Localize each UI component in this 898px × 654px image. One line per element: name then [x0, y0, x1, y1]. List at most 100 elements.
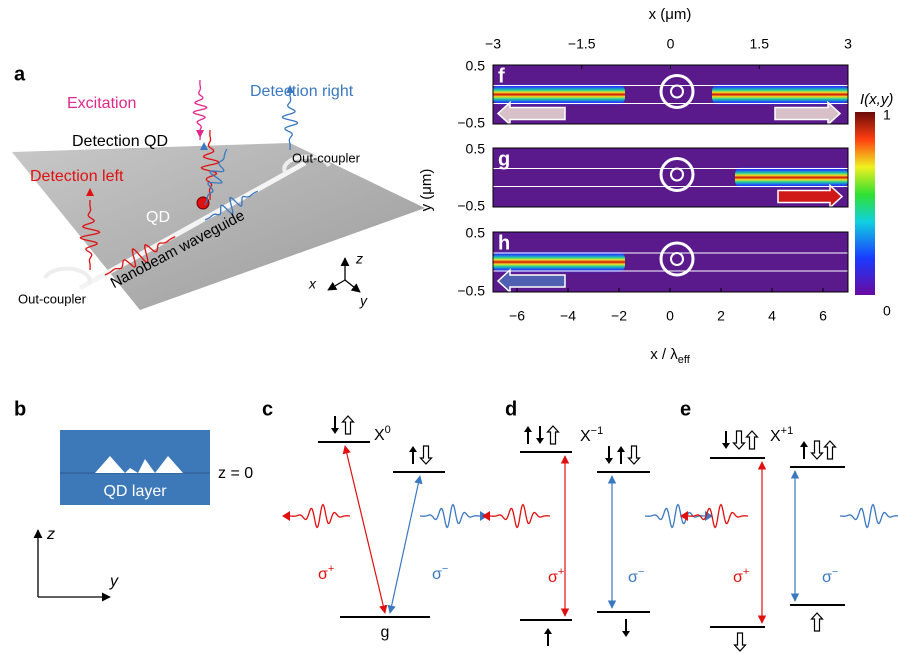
figure: a Excitation Detection right Detection Q…: [0, 0, 898, 654]
spin: [825, 441, 836, 459]
annotation: Detection right: [250, 83, 354, 100]
annotation: Out-coupler: [292, 150, 361, 165]
coupler: [45, 269, 90, 284]
annotation: Excitation: [67, 95, 136, 112]
state: X: [770, 428, 781, 445]
polarization: σ−: [628, 566, 644, 586]
sigma-sup: +: [743, 566, 749, 578]
transition: [345, 446, 385, 613]
panel-label: b: [14, 398, 26, 420]
spin: [524, 426, 532, 432]
bottom-tick-label: −6: [509, 308, 525, 324]
top-tick-label: −3: [485, 36, 501, 52]
axis-label: z: [355, 251, 363, 267]
wave: [290, 505, 350, 528]
annotation: Out-coupler: [18, 291, 87, 306]
y-tick-label: −0.5: [457, 115, 485, 131]
spin: [536, 438, 544, 444]
heatmaps: f0.5−0.5g0.5−0.5h0.5−0.5−3−1.501.53−6−4−…: [457, 36, 852, 324]
panel-label: d: [505, 398, 517, 420]
spin: [617, 446, 625, 452]
state: X: [374, 427, 385, 444]
top-tick-label: 0: [667, 36, 675, 52]
axis-label: y: [359, 293, 368, 309]
annotation: QD layer: [103, 483, 167, 500]
ground-label: g: [381, 624, 390, 641]
state-sup: +1: [781, 425, 794, 437]
state-label: X−1: [580, 425, 603, 445]
top-tick-label: 3: [844, 36, 852, 52]
axis-title: x (μm): [649, 6, 692, 23]
spin: [629, 446, 640, 464]
polarization: σ+: [733, 566, 749, 586]
bottom-tick-label: −4: [560, 308, 576, 324]
page: a Excitation Detection right Detection Q…: [0, 0, 898, 654]
sigma-sup: −: [442, 563, 448, 575]
wave: [490, 505, 550, 528]
sigma-sup: −: [832, 566, 838, 578]
bottom-tick-label: −2: [611, 308, 627, 324]
panel-label: h: [498, 232, 510, 254]
annotation: QD: [146, 209, 170, 226]
colorbar-title: I(x,y): [860, 91, 893, 108]
bottom-tick-label: 4: [768, 308, 776, 324]
spin: [409, 446, 417, 452]
sigma: σ: [318, 566, 328, 583]
panel-label: e: [680, 398, 691, 420]
top-tick-label: −1.5: [568, 36, 596, 52]
bottom-tick-label: 2: [717, 308, 725, 324]
arrowhead: [482, 511, 490, 521]
spin: [735, 633, 746, 651]
y-tick-label: −0.5: [457, 198, 485, 214]
annotation: Detection left: [30, 168, 124, 185]
spin: [622, 631, 630, 637]
colorbar-tick: 0: [883, 303, 891, 319]
axis-label: x: [308, 276, 317, 292]
panel-label: f: [498, 65, 505, 87]
arrowhead: [282, 511, 290, 521]
level-diagrams: cX0σ+σ−gdX−1σ+σ−eX+1σ+σ−: [262, 398, 898, 651]
top-tick-label: 1.5: [750, 36, 770, 52]
sigma: σ: [733, 569, 743, 586]
polarization: σ+: [318, 563, 334, 583]
state: X: [580, 428, 591, 445]
bottom-tick-label: 6: [819, 308, 827, 324]
axis-title-sub: eff: [678, 354, 691, 366]
wave: [840, 505, 898, 528]
spin: [343, 416, 354, 434]
panel-label: g: [498, 148, 510, 170]
spin: [421, 446, 432, 464]
axis-label: z: [46, 526, 55, 543]
axis-title-main: x / λ: [650, 346, 678, 363]
state-sup: 0: [385, 424, 391, 436]
sigma: σ: [432, 566, 442, 583]
spin: [331, 428, 339, 434]
sigma: σ: [628, 569, 638, 586]
mode-band: [735, 167, 848, 189]
mode-band: [493, 251, 625, 273]
annotation: z = 0: [218, 465, 253, 482]
transition: [390, 476, 420, 613]
y-tick-label: 0.5: [466, 58, 486, 74]
sigma-sup: −: [638, 566, 644, 578]
sigma: σ: [548, 569, 558, 586]
polarization: σ−: [432, 563, 448, 583]
axis-label: y: [109, 573, 119, 590]
colorbar-tick: 1: [883, 107, 891, 123]
wave: [420, 505, 480, 528]
panel-label: c: [262, 398, 273, 420]
sigma-sup: +: [328, 563, 334, 575]
polarization: σ−: [822, 566, 838, 586]
colorbar: [855, 112, 875, 295]
sigma: σ: [822, 569, 832, 586]
y-tick-label: 0.5: [466, 141, 486, 157]
polarization: σ+: [548, 566, 564, 586]
state-label: X+1: [770, 425, 793, 445]
mode-band: [493, 84, 625, 106]
y-tick-label: −0.5: [457, 283, 485, 299]
state-sup: −1: [591, 425, 604, 437]
annotation: Detection QD: [72, 133, 168, 150]
spin: [812, 441, 823, 459]
spin: [544, 628, 552, 634]
bottom-tick-label: 0: [666, 308, 674, 324]
